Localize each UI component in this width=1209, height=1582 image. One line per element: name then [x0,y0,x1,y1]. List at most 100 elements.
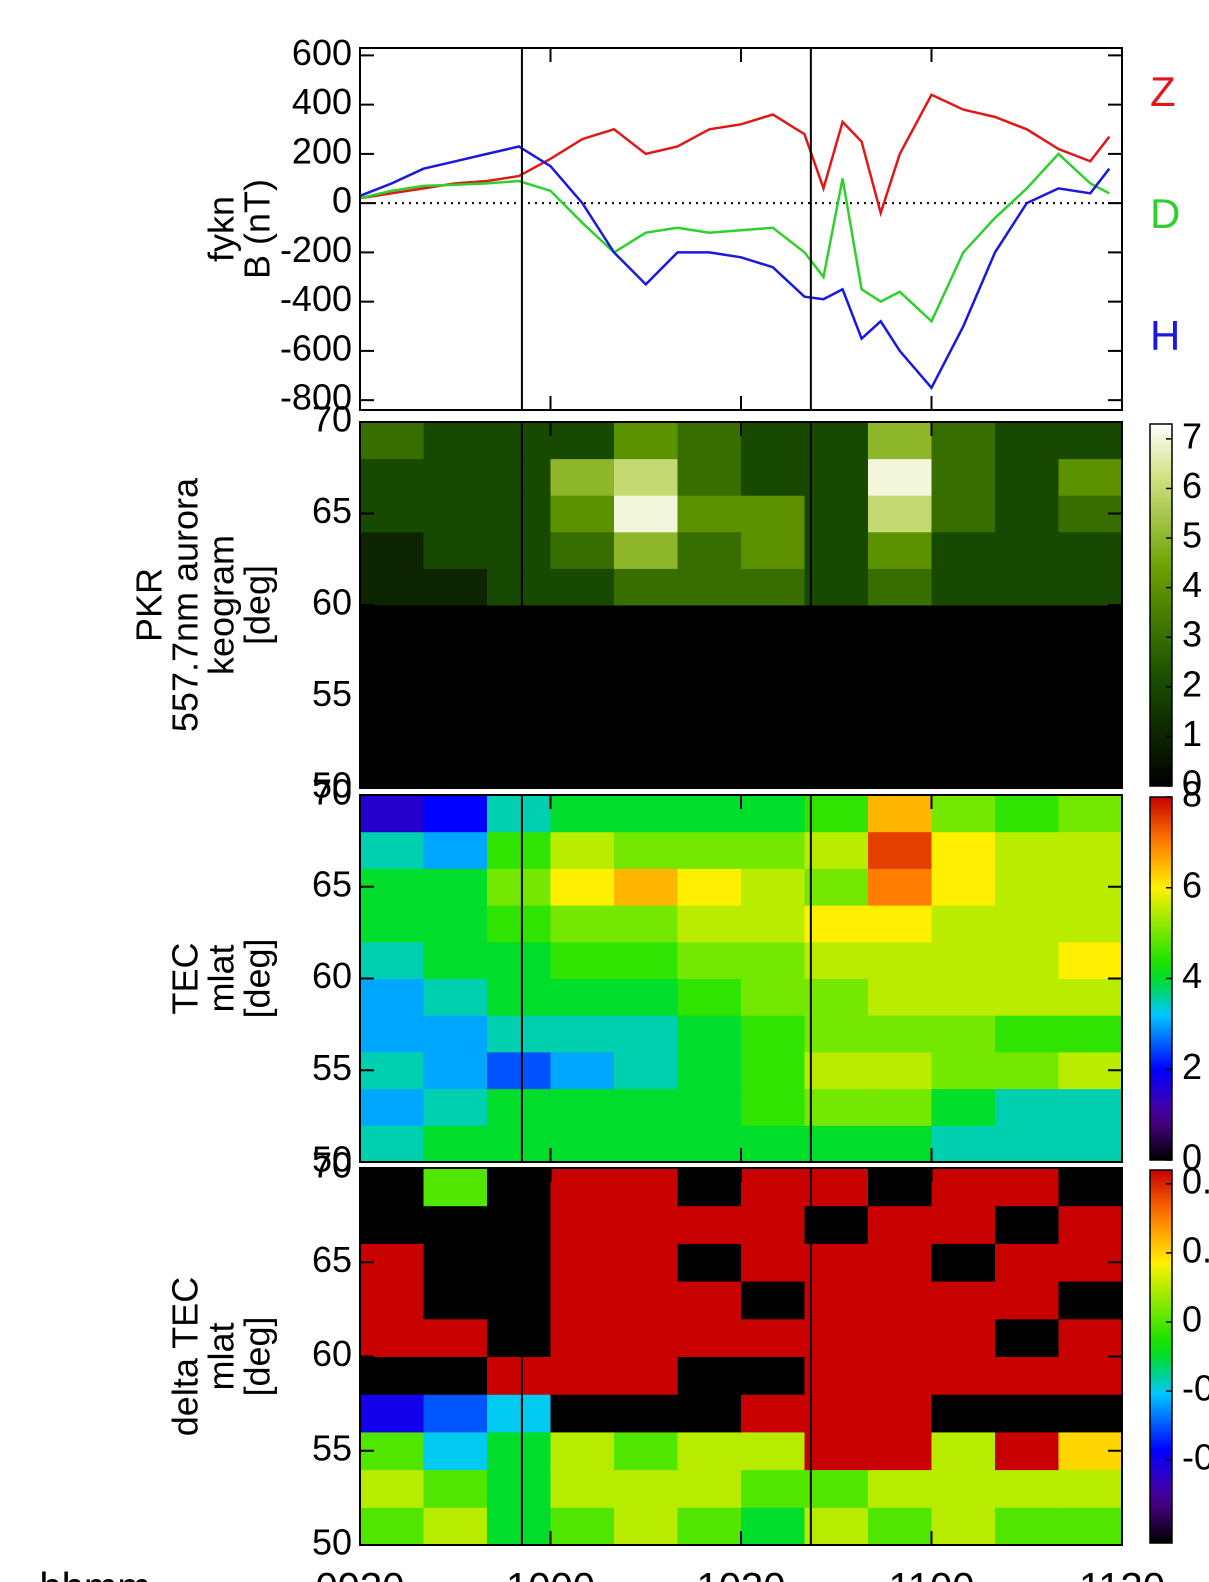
heat-cell [360,1394,424,1433]
colorbar-tick-label: 4 [1182,564,1202,605]
heat-cell [360,641,424,679]
heat-cell [741,1168,805,1207]
heat-cell [677,831,742,869]
heat-cell [804,831,869,869]
heat-cell [550,905,615,943]
heat-cell [804,978,869,1016]
heat-cell [487,978,551,1016]
heat-cell [868,1507,932,1545]
heat-cell [1058,641,1122,679]
heat-cell [614,1125,678,1162]
heat-cell [931,605,996,643]
heat-cell [487,1088,551,1126]
x-tick-label: 1130 [1079,1566,1165,1582]
heat-cell [741,458,805,496]
heat-cell [741,751,805,788]
heat-cell [423,458,488,496]
heat-cell [931,678,996,716]
heat-cell [677,605,742,643]
heat-cell [868,1088,932,1126]
heat-cell [804,941,869,979]
heat-cell [614,605,678,643]
heat-cell [931,1394,996,1433]
heat-cell [1058,905,1122,943]
heat-cell [804,1205,869,1244]
heat-cell [423,1088,488,1126]
heat-cell [741,1394,805,1433]
heat-cell [487,1243,551,1282]
heat-cell [614,678,678,716]
heat-cell [995,1125,1059,1162]
y-tick-label: -200 [280,229,352,270]
heat-cell [360,422,424,460]
heat-cell [487,1015,551,1053]
heat-cell [995,531,1059,569]
heat-cell [487,868,551,906]
heat-cell [1058,531,1122,569]
y-axis-title: delta TEC [165,1277,206,1436]
heat-cell [550,605,615,643]
heat-cell [487,458,551,496]
heat-cell [550,978,615,1016]
heat-cell [677,795,742,833]
heat-cell [804,1125,869,1162]
heat-cell [487,1431,551,1471]
heat-cell [614,795,678,833]
heat-cell [614,568,678,606]
heat-cell [1058,422,1122,460]
heat-cell [931,1125,996,1162]
heat-cell [550,714,615,752]
heat-cell [931,1088,996,1126]
heat-cell [614,1205,678,1244]
heat-cell [868,568,932,606]
heat-cell [1058,941,1122,979]
heat-cell [868,1431,932,1471]
heat-cell [741,1125,805,1162]
heat-cell [550,1394,615,1433]
heat-cell [1058,1394,1122,1433]
heat-cell [1058,978,1122,1016]
heat-cell [741,1469,805,1508]
heat-cell [868,531,932,569]
heat-cell [677,868,742,906]
heat-cell [741,1051,805,1090]
heat-cell [677,905,742,943]
heat-cell [741,1281,805,1320]
y-tick-label: 55 [312,673,352,714]
heat-cell [931,831,996,869]
heat-cell [677,1507,742,1545]
heat-cell [614,1431,678,1471]
heat-cell [804,1356,869,1395]
heat-cell [868,831,932,869]
heat-cell [423,831,488,869]
heat-cell [550,795,615,833]
heat-cell [1058,1469,1122,1508]
heat-cell [423,1015,488,1053]
heat-cell [804,605,869,643]
heat-cell [487,568,551,606]
colorbar-tick-label: 8 [1182,774,1202,815]
heat-cell [614,1088,678,1126]
heat-cell [550,495,615,533]
heat-cell [931,1469,996,1508]
heat-cell [487,641,551,679]
heat-cell [804,1088,869,1126]
heat-cell [1058,795,1122,833]
heat-cell [614,1318,678,1357]
heat-cell [868,641,932,679]
heat-cell [614,1507,678,1545]
heat-cell [868,751,932,788]
heat-cell [614,714,678,752]
y-tick-label: 55 [312,1047,352,1088]
heat-cell [550,868,615,906]
heat-cell [741,795,805,833]
x-axis-title: hhmm [39,1566,150,1582]
heat-cell [677,422,742,460]
heat-cell [868,678,932,716]
heat-cell [677,941,742,979]
heat-cell [868,1243,932,1282]
colorbar-tick-label: 3 [1182,614,1202,655]
heat-cell [423,1469,488,1508]
heat-cell [614,1356,678,1395]
